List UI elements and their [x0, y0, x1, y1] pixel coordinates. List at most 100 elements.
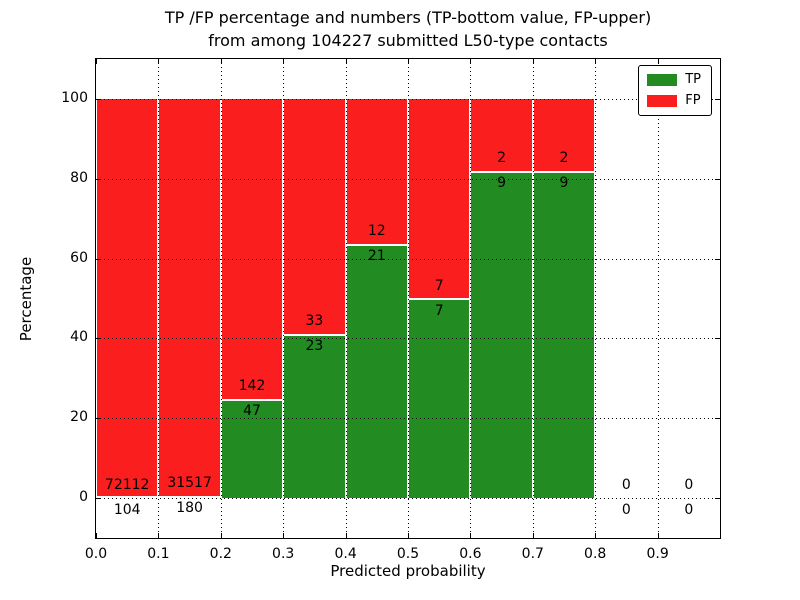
stacked-bar: [96, 98, 159, 499]
x-tick-label: 0.2: [209, 546, 232, 562]
stacked-bar: [283, 98, 346, 499]
fp-count-label: 142: [238, 377, 266, 394]
x-tick-mark: [283, 59, 285, 64]
y-tick-mark: [715, 98, 720, 100]
x-tick-mark: [595, 59, 597, 64]
x-tick-mark: [220, 59, 222, 64]
vertical-gridline: [408, 59, 409, 538]
fp-count-label: 72112: [104, 476, 150, 493]
fp-count-label: 0: [621, 477, 631, 494]
y-tick-mark: [96, 258, 101, 260]
x-tick-mark: [96, 59, 97, 64]
x-tick-mark: [720, 533, 721, 538]
tp-bar-segment: [221, 398, 283, 499]
x-tick-label: 0.3: [272, 546, 295, 562]
legend-label-tp: TP: [685, 72, 701, 87]
y-tick-label: 0: [79, 489, 88, 506]
y-axis-label: Percentage: [17, 256, 35, 342]
fp-count-label: 2: [497, 150, 507, 167]
tp-count-label: 7: [434, 302, 444, 319]
x-tick-mark: [345, 533, 347, 538]
horizontal-gridline: [96, 98, 720, 100]
x-tick-mark: [96, 533, 97, 538]
chart-title-line2: from among 104227 submitted L50-type con…: [208, 31, 608, 50]
y-tick-mark: [96, 178, 101, 180]
x-tick-mark: [470, 533, 472, 538]
y-tick-label: 100: [61, 89, 88, 106]
x-tick-label: 0.1: [147, 546, 170, 562]
y-tick-mark: [96, 498, 101, 500]
stacked-bar: [470, 98, 533, 499]
vertical-gridline: [532, 59, 534, 538]
x-tick-label: 0.7: [521, 546, 544, 562]
fp-count-label: 31517: [167, 474, 212, 491]
tp-count-label: 9: [497, 175, 507, 192]
x-tick-mark: [408, 59, 409, 64]
y-tick-label: 40: [70, 329, 88, 346]
chart-title-line1: TP /FP percentage and numbers (TP-bottom…: [164, 8, 652, 27]
stacked-bar: [345, 98, 408, 499]
tp-count-label: 0: [621, 502, 631, 519]
fp-count-label: 7: [434, 277, 444, 294]
x-tick-mark: [532, 59, 534, 64]
fp-bar-segment: [471, 98, 532, 172]
horizontal-gridline: [96, 338, 720, 340]
y-tick-label: 80: [70, 169, 88, 186]
fp-count-label: 33: [305, 313, 324, 330]
legend-item-fp: FP: [647, 94, 701, 108]
vertical-gridline: [345, 59, 347, 538]
vertical-gridline: [283, 59, 285, 538]
x-tick-label: 0.5: [396, 546, 420, 562]
x-tick-mark: [532, 533, 534, 538]
tp-count-label: 9: [559, 175, 569, 192]
tp-bar-segment: [97, 496, 158, 499]
fp-bar-segment: [97, 98, 158, 497]
fp-count-label: 0: [684, 477, 694, 494]
y-tick-label: 20: [70, 409, 88, 426]
tp-bar-segment: [409, 298, 470, 499]
y-tick-mark: [96, 98, 101, 100]
y-tick-mark: [715, 498, 720, 500]
y-tick-mark: [715, 178, 720, 180]
y-tick-label: 60: [70, 249, 88, 266]
x-tick-mark: [595, 533, 597, 538]
fp-bar-segment: [159, 98, 220, 496]
x-tick-mark: [408, 533, 409, 538]
legend-item-tp: TP: [647, 73, 701, 87]
x-tick-mark: [657, 533, 659, 538]
tp-count-label: 23: [305, 338, 324, 355]
x-tick-mark: [470, 59, 472, 64]
horizontal-gridline: [96, 258, 720, 260]
legend-label-fp: FP: [685, 93, 701, 108]
stacked-bar: [220, 98, 284, 499]
y-tick-mark: [715, 258, 720, 260]
vertical-gridline: [158, 59, 160, 538]
y-tick-mark: [715, 338, 720, 340]
horizontal-gridline: [96, 418, 720, 420]
fp-bar-segment: [409, 98, 470, 299]
stacked-bar: [158, 98, 221, 499]
x-tick-mark: [720, 59, 721, 64]
x-tick-mark: [158, 533, 160, 538]
tp-bar-segment: [533, 171, 595, 499]
tp-bar-segment: [159, 495, 220, 499]
tp-count-label: 21: [367, 248, 386, 265]
x-tick-mark: [345, 59, 347, 64]
tp-count-label: 104: [113, 501, 141, 518]
x-tick-label: 0.4: [334, 546, 357, 562]
horizontal-gridline: [96, 178, 720, 180]
tp-bar-segment: [284, 334, 345, 499]
y-tick-mark: [715, 418, 720, 420]
vertical-gridline: [657, 59, 659, 538]
tp-count-label: 180: [176, 499, 203, 516]
fp-bar-segment: [284, 98, 345, 335]
x-tick-label: 0.8: [584, 546, 607, 562]
vertical-gridline: [470, 59, 472, 538]
fp-count-label: 2: [559, 150, 569, 167]
fp-bar-segment: [221, 98, 283, 399]
x-tick-mark: [657, 59, 659, 64]
x-tick-label: 0.6: [459, 546, 482, 562]
fp-count-label: 12: [367, 223, 386, 240]
x-axis-label: Predicted probability: [330, 562, 486, 580]
